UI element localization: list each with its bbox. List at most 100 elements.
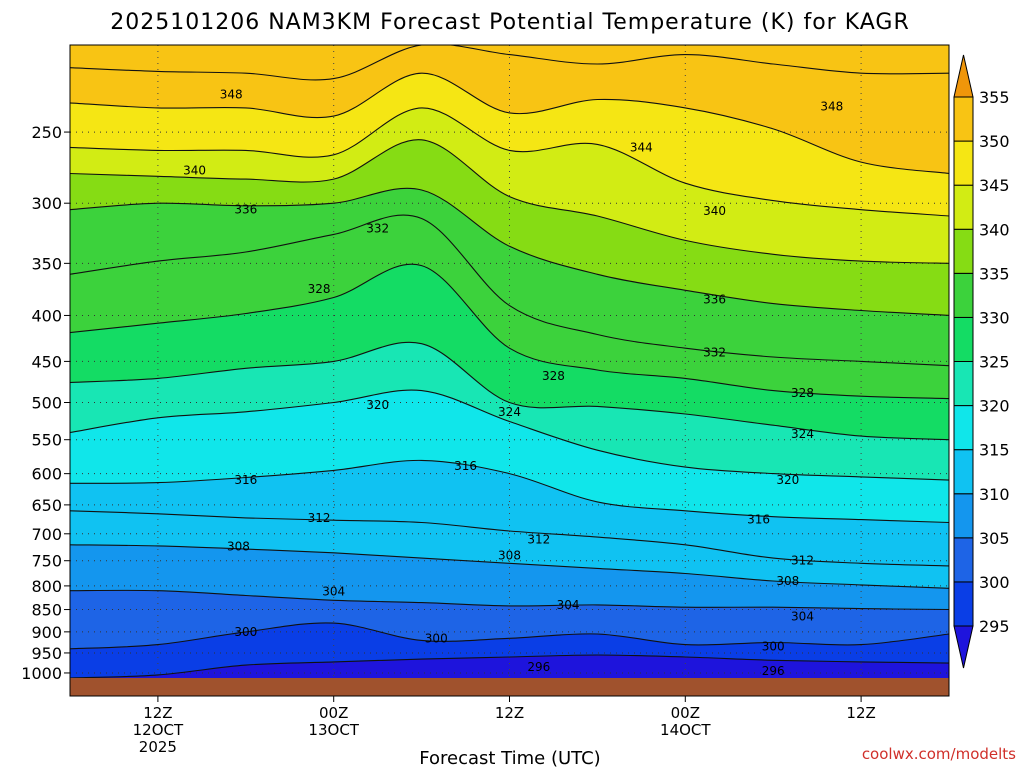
contour-label: 340 <box>703 204 726 218</box>
isentrope-316 <box>70 459 949 524</box>
y-tick-label: 800 <box>31 577 62 596</box>
colorbar-box-305 <box>953 493 974 539</box>
contour-label: 300 <box>762 640 785 654</box>
colorbar-label: 355 <box>979 88 1010 107</box>
colorbar-label: 315 <box>979 441 1010 460</box>
x-tick-label: 13OCT <box>308 721 359 739</box>
contour-label: 308 <box>498 548 521 562</box>
y-tick-label: 300 <box>31 194 62 213</box>
colorbar-box-345 <box>953 140 974 186</box>
contour-label: 332 <box>703 346 726 360</box>
colorbar-label: 330 <box>979 308 1010 327</box>
isentrope-328 <box>70 263 949 400</box>
x-tick-label: 12OCT <box>133 721 184 739</box>
colorbar-box-340 <box>953 184 974 230</box>
x-tick-label: 12Z <box>143 704 172 722</box>
isentrope-324 <box>70 341 949 441</box>
isentrope-320 <box>70 389 949 481</box>
contour-label: 312 <box>791 554 814 568</box>
contour-label: 332 <box>366 221 389 235</box>
y-tick-label: 350 <box>31 254 62 273</box>
isentrope-336 <box>70 187 949 316</box>
y-axis: 250 300 350 400 450 500 550 600 650 700 750 800 850 9… <box>21 123 70 683</box>
y-tick-label: 900 <box>31 623 62 642</box>
y-tick-label: 700 <box>31 525 62 544</box>
theta-band-344 <box>70 73 949 216</box>
isentrope-340 <box>70 139 949 264</box>
contour-label: 304 <box>791 609 814 623</box>
contour-label: 348 <box>820 99 843 113</box>
isentrope-344 <box>70 107 949 217</box>
contour-label: 324 <box>791 427 814 441</box>
theta-band-328 <box>70 215 949 399</box>
contour-label: 312 <box>527 532 550 546</box>
colorbar-label: 310 <box>979 485 1010 504</box>
colorbar-box-350 <box>953 96 974 142</box>
theta-band-296 <box>70 622 949 678</box>
theta-band-348 <box>70 45 949 174</box>
colorbar-label: 305 <box>979 529 1010 548</box>
theta-band-304 <box>70 544 949 610</box>
colorbar-label: 295 <box>979 617 1010 636</box>
y-tick-label: 600 <box>31 465 62 484</box>
contour-label: 316 <box>747 513 770 527</box>
ground-band <box>70 678 949 696</box>
isentrope-296 <box>70 654 949 679</box>
y-tick-label: 1000 <box>21 664 62 683</box>
x-tick-label: 2025 <box>139 738 177 756</box>
contour-label: 296 <box>762 664 785 678</box>
contour-label: 336 <box>703 293 726 307</box>
contour-label: 300 <box>425 631 448 645</box>
colorbar-label: 325 <box>979 353 1010 372</box>
contour-label: 348 <box>220 87 243 101</box>
colorbar-box-330 <box>953 272 974 318</box>
theta-band-300 <box>70 590 949 649</box>
contour-label: 304 <box>557 598 580 612</box>
y-tick-label: 500 <box>31 394 62 413</box>
isentrope-304 <box>70 589 949 611</box>
y-tick-label: 400 <box>31 306 62 325</box>
contour-label: 324 <box>498 405 521 419</box>
contour-label: 308 <box>227 539 250 553</box>
colorbar-box-325 <box>953 316 974 362</box>
colorbar-over-triangle <box>953 54 974 98</box>
colorbar-label: 335 <box>979 264 1010 283</box>
y-tick-label: 550 <box>31 431 62 450</box>
contour-label: 316 <box>454 459 477 473</box>
credit-text: coolwx.com/modelts <box>862 745 1016 763</box>
theta-band-316 <box>70 390 949 523</box>
contour-label: 304 <box>322 585 345 599</box>
isentrope-312 <box>70 510 949 567</box>
colorbar-label: 340 <box>979 220 1010 239</box>
colorbar-box-320 <box>953 361 974 407</box>
colorbar: 295 300 305 310 315 320 325 330 335 340 345 350 355 <box>953 54 1010 669</box>
y-tick-label: 450 <box>31 352 62 371</box>
x-tick-label: 12Z <box>846 704 875 722</box>
plot-area: 348 340 336 332 328 320 316 312 308 304 300 344 348 3… <box>70 45 949 696</box>
contour-label: 320 <box>366 398 389 412</box>
contour-labels: 348 340 336 332 328 320 316 312 308 304 300 344 348 3… <box>183 87 843 678</box>
colorbar-label: 300 <box>979 573 1010 592</box>
isentrope-lines <box>70 45 949 679</box>
contour-label: 328 <box>542 369 565 383</box>
isentrope-352 <box>70 45 949 81</box>
colorbar-label: 350 <box>979 132 1010 151</box>
theta-band-332 <box>70 188 949 366</box>
y-tick-label: 850 <box>31 601 62 620</box>
x-tick-label: 00Z <box>671 704 700 722</box>
contour-label: 336 <box>234 203 257 217</box>
x-tick-label: 00Z <box>319 704 348 722</box>
x-tick-label: 12Z <box>495 704 524 722</box>
y-tick-label: 950 <box>31 644 62 663</box>
chart-title: 2025101206 NAM3KM Forecast Potential Tem… <box>110 10 910 35</box>
contour-label: 308 <box>776 574 799 588</box>
colorbar-box-335 <box>953 228 974 274</box>
colorbar-box-310 <box>953 449 974 495</box>
colorbar-box-315 <box>953 405 974 451</box>
contour-label: 300 <box>234 625 257 639</box>
theta-band-340 <box>70 107 949 264</box>
colorbar-label: 345 <box>979 176 1010 195</box>
contour-label: 316 <box>234 473 257 487</box>
